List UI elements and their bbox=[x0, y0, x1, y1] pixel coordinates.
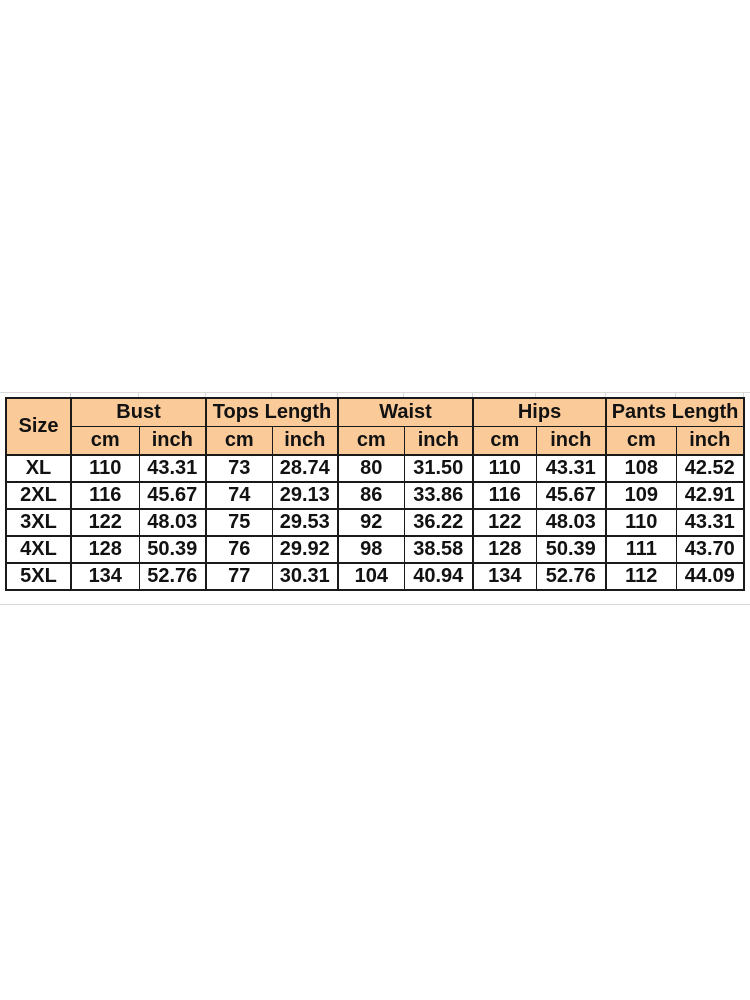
unit-header-inch: inch bbox=[138, 425, 208, 456]
unit-header-cm: cm bbox=[472, 425, 537, 456]
value-cell: 110 bbox=[70, 453, 140, 483]
value-cell: 31.50 bbox=[403, 453, 475, 483]
value-cell: 44.09 bbox=[675, 561, 746, 591]
value-cell: 128 bbox=[472, 534, 537, 564]
value-cell: 43.31 bbox=[535, 453, 608, 483]
value-cell: 108 bbox=[605, 453, 677, 483]
value-cell: 48.03 bbox=[535, 507, 608, 537]
value-cell: 43.31 bbox=[675, 507, 746, 537]
value-cell: 42.52 bbox=[675, 453, 746, 483]
value-cell: 116 bbox=[70, 480, 140, 510]
gridline-stub bbox=[205, 392, 206, 397]
value-cell: 38.58 bbox=[403, 534, 475, 564]
unit-header-cm: cm bbox=[605, 425, 677, 456]
group-header-bust: Bust bbox=[69, 397, 208, 427]
gridline-stub bbox=[403, 392, 404, 397]
size-cell: XL bbox=[5, 453, 72, 483]
gridline-stub bbox=[472, 392, 473, 397]
gridline-stub bbox=[675, 392, 676, 397]
value-cell: 86 bbox=[337, 480, 405, 510]
gridline-stub bbox=[271, 392, 272, 397]
value-cell: 116 bbox=[472, 480, 537, 510]
value-cell: 104 bbox=[337, 561, 405, 591]
value-cell: 29.92 bbox=[271, 534, 340, 564]
unit-header-inch: inch bbox=[535, 425, 608, 456]
gridline-stub bbox=[535, 392, 536, 397]
value-cell: 43.70 bbox=[675, 534, 746, 564]
table-row: 5XL 134 52.76 77 30.31 104 40.94 134 52.76 112 44.… bbox=[5, 561, 746, 591]
size-cell: 3XL bbox=[5, 507, 72, 537]
spreadsheet-gridline-bottom bbox=[0, 604, 750, 605]
value-cell: 28.74 bbox=[271, 453, 340, 483]
gridline-stub bbox=[605, 392, 606, 397]
unit-header-row: cm inch cm inch cm inch cm inch cm inch bbox=[6, 425, 746, 456]
value-cell: 128 bbox=[70, 534, 140, 564]
value-cell: 50.39 bbox=[535, 534, 608, 564]
value-cell: 98 bbox=[337, 534, 405, 564]
value-cell: 77 bbox=[205, 561, 273, 591]
value-cell: 122 bbox=[70, 507, 140, 537]
size-column-header: Size bbox=[5, 397, 72, 456]
unit-header-inch: inch bbox=[271, 425, 340, 456]
value-cell: 134 bbox=[70, 561, 140, 591]
value-cell: 75 bbox=[205, 507, 273, 537]
unit-header-cm: cm bbox=[70, 425, 140, 456]
value-cell: 29.53 bbox=[271, 507, 340, 537]
group-header-row: Size Bust Tops Length Waist Hips Pants L… bbox=[5, 397, 746, 456]
table-row: XL 110 43.31 73 28.74 80 31.50 110 43.31 108 42.52 bbox=[5, 453, 746, 483]
gridline-stub bbox=[337, 392, 338, 397]
value-cell: 76 bbox=[205, 534, 273, 564]
unit-header-cm: cm bbox=[337, 425, 405, 456]
value-cell: 48.03 bbox=[138, 507, 208, 537]
unit-header-inch: inch bbox=[403, 425, 475, 456]
value-cell: 52.76 bbox=[138, 561, 208, 591]
gridline-stub bbox=[743, 392, 744, 397]
value-cell: 92 bbox=[337, 507, 405, 537]
group-header-waist: Waist bbox=[337, 397, 475, 427]
value-cell: 74 bbox=[205, 480, 273, 510]
value-cell: 29.13 bbox=[271, 480, 340, 510]
value-cell: 50.39 bbox=[138, 534, 208, 564]
size-table-body: XL 110 43.31 73 28.74 80 31.50 110 43.31 108 42.52… bbox=[5, 453, 746, 591]
value-cell: 134 bbox=[472, 561, 537, 591]
value-cell: 30.31 bbox=[271, 561, 340, 591]
group-header-tops-length: Tops Length bbox=[205, 397, 340, 427]
value-cell: 122 bbox=[472, 507, 537, 537]
value-cell: 112 bbox=[605, 561, 677, 591]
value-cell: 40.94 bbox=[403, 561, 475, 591]
size-cell: 2XL bbox=[5, 480, 72, 510]
group-header-hips: Hips bbox=[472, 397, 608, 427]
unit-header-inch: inch bbox=[675, 425, 746, 456]
table-row: 4XL 128 50.39 76 29.92 98 38.58 128 50.39 111 43.7… bbox=[5, 534, 746, 564]
value-cell: 42.91 bbox=[675, 480, 746, 510]
table-row: 2XL 116 45.67 74 29.13 86 33.86 116 45.67 109 42.9… bbox=[5, 480, 746, 510]
unit-header-cm: cm bbox=[205, 425, 273, 456]
group-header-pants-length: Pants Length bbox=[605, 397, 746, 427]
spreadsheet-gridline-top bbox=[0, 392, 750, 393]
table-row: 3XL 122 48.03 75 29.53 92 36.22 122 48.03 110 43.3… bbox=[5, 507, 746, 537]
value-cell: 45.67 bbox=[138, 480, 208, 510]
value-cell: 110 bbox=[472, 453, 537, 483]
value-cell: 109 bbox=[605, 480, 677, 510]
value-cell: 52.76 bbox=[535, 561, 608, 591]
size-cell: 5XL bbox=[5, 561, 72, 591]
value-cell: 33.86 bbox=[403, 480, 475, 510]
gridline-stub bbox=[138, 392, 139, 397]
size-chart-table: Size Bust Tops Length Waist Hips Pants L… bbox=[5, 397, 746, 591]
value-cell: 43.31 bbox=[138, 453, 208, 483]
value-cell: 110 bbox=[605, 507, 677, 537]
size-cell: 4XL bbox=[5, 534, 72, 564]
value-cell: 80 bbox=[337, 453, 405, 483]
value-cell: 45.67 bbox=[535, 480, 608, 510]
value-cell: 73 bbox=[205, 453, 273, 483]
value-cell: 111 bbox=[605, 534, 677, 564]
value-cell: 36.22 bbox=[403, 507, 475, 537]
gridline-stub bbox=[70, 392, 71, 397]
